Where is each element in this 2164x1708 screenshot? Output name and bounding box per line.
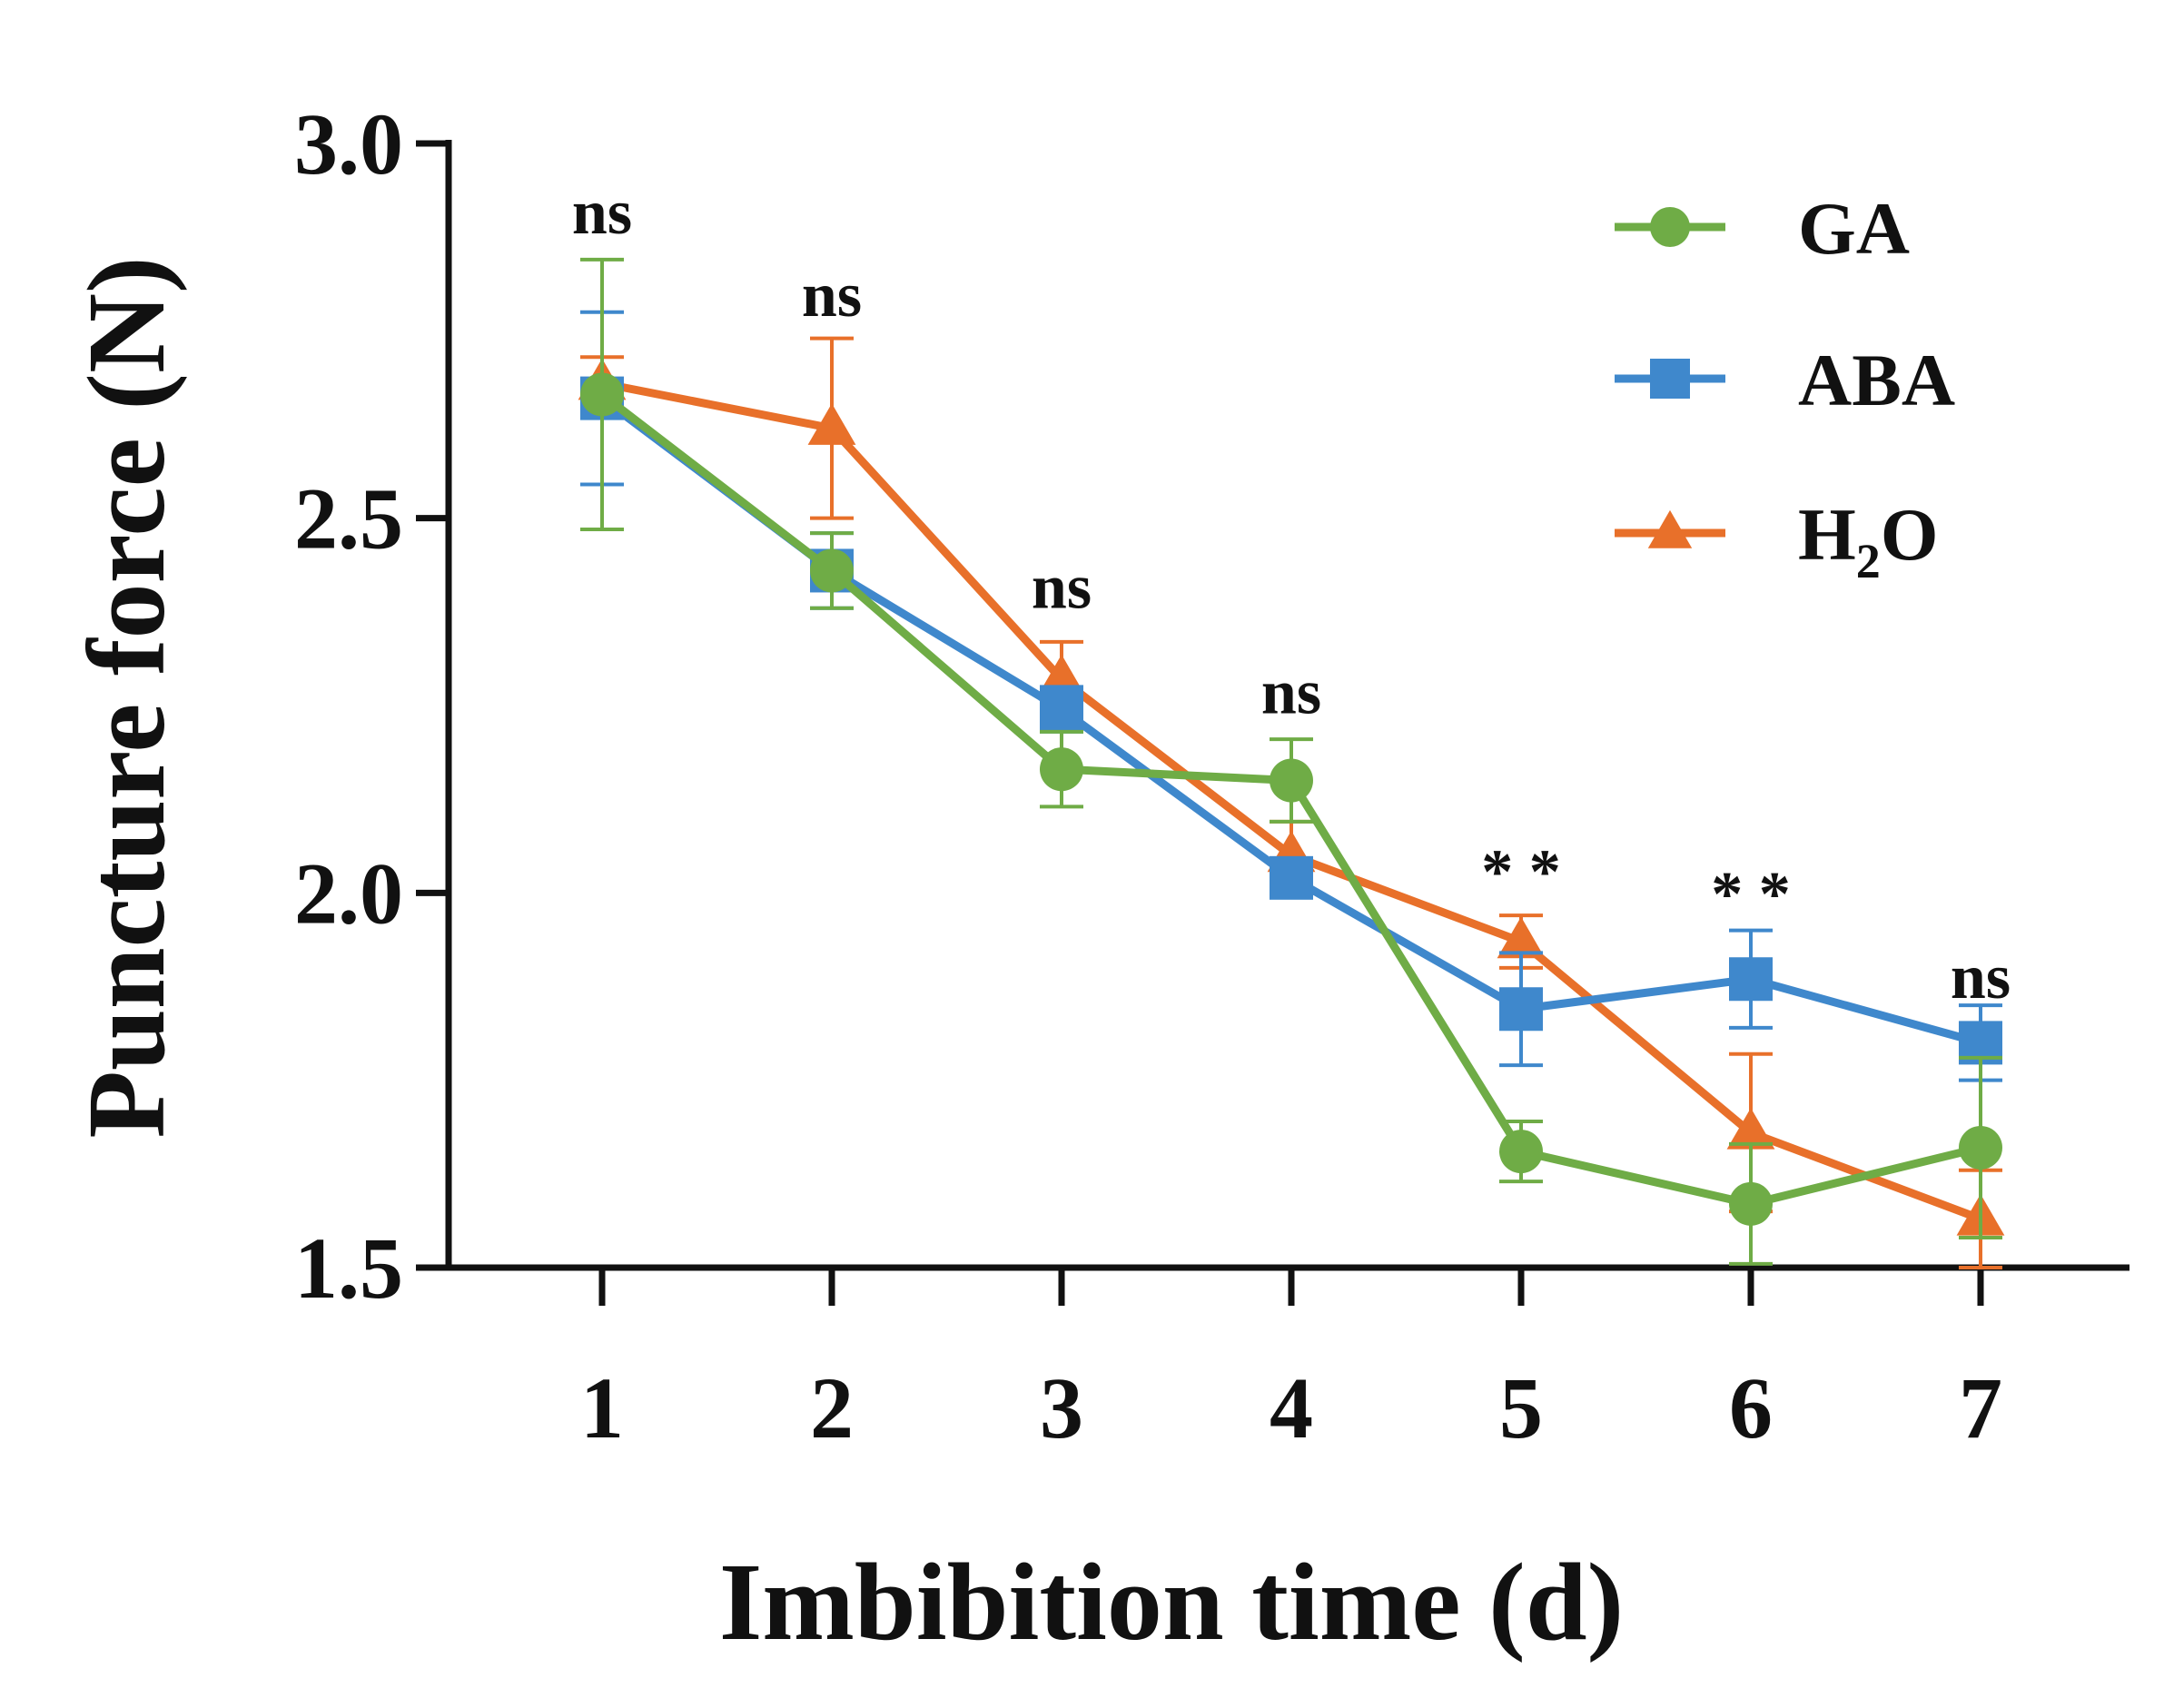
y-tick-label: 1.5 [294, 1219, 403, 1317]
x-tick-label: 7 [1959, 1359, 2002, 1456]
data-point-ga [1040, 747, 1083, 792]
legend-marker-ga [1650, 207, 1690, 247]
legend-item-aba: ABA [1615, 339, 1955, 421]
legend: GA ABA H2O [1615, 187, 1955, 588]
legend-marker-h2o [1647, 509, 1693, 548]
legend-item-h2o: H2O [1615, 493, 1939, 588]
significance-label: ns [572, 178, 632, 248]
legend-marker-aba [1650, 359, 1690, 399]
significance-label: ns [1032, 553, 1092, 623]
data-point-h2o [1726, 1108, 1775, 1150]
data-point-ga [1270, 758, 1313, 803]
data-point-h2o [807, 403, 856, 445]
x-tick-label: 2 [810, 1359, 854, 1456]
plot-area: 1.5 2.0 2.5 3.0 1 2 3 4 5 6 7 ns ns ns ns * * * * ns [294, 95, 2129, 1456]
significance-label: ns [1951, 943, 2011, 1012]
series-ga [580, 257, 2002, 1266]
data-point-aba [1499, 987, 1543, 1032]
data-point-aba [1040, 687, 1083, 732]
y-tick-label: 2.0 [294, 844, 403, 942]
x-tick-label: 1 [580, 1359, 624, 1456]
y-axis-title: Puncture force (N) [65, 256, 188, 1138]
data-point-ga [810, 548, 854, 593]
data-point-ga [1499, 1130, 1543, 1174]
data-point-ga [1729, 1181, 1773, 1226]
data-point-aba [1270, 855, 1313, 900]
y-tick-label: 2.5 [294, 470, 403, 568]
legend-item-ga: GA [1615, 187, 1910, 270]
x-tick-label: 4 [1270, 1359, 1313, 1456]
significance-label: ns [802, 261, 862, 331]
legend-label-ga: GA [1798, 187, 1910, 270]
significance-label: ns [1261, 657, 1321, 727]
x-axis-title: Imbibition time (d) [719, 1541, 1624, 1664]
x-tick-label: 6 [1729, 1359, 1773, 1456]
x-tick-label: 3 [1040, 1359, 1083, 1456]
data-point-h2o [1497, 916, 1546, 959]
significance-label: * * [1481, 837, 1561, 907]
data-point-ga [1959, 1125, 2002, 1170]
data-point-aba [1729, 957, 1773, 1002]
legend-label-aba: ABA [1798, 339, 1955, 421]
legend-label-h2o: H2O [1798, 493, 1939, 588]
x-tick-label: 5 [1499, 1359, 1543, 1456]
significance-label: * * [1711, 860, 1791, 930]
y-tick-label: 3.0 [294, 95, 403, 193]
data-point-ga [580, 372, 624, 417]
